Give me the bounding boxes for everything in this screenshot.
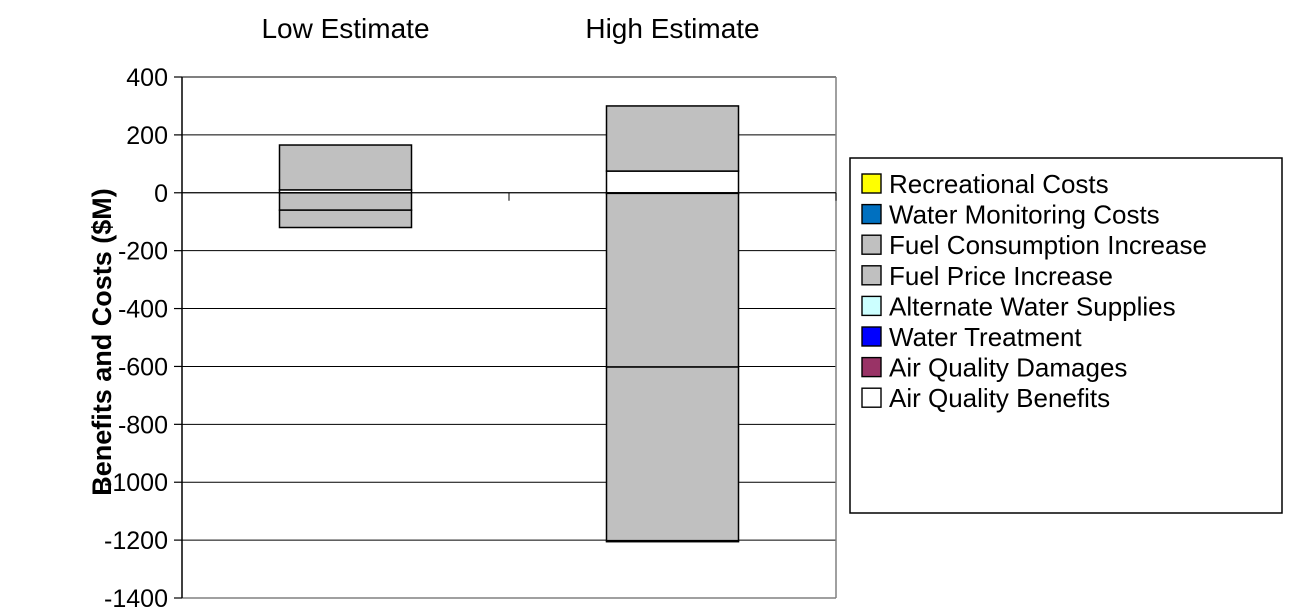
legend-swatch	[861, 326, 882, 347]
y-tick-label: -400	[118, 296, 168, 324]
legend-box	[849, 157, 1283, 514]
y-tick-label: 0	[154, 180, 168, 208]
bars	[278, 105, 740, 543]
y-tick-label: 400	[126, 64, 168, 92]
legend-swatch	[861, 203, 882, 225]
legend-swatch	[861, 387, 882, 408]
legend-label: Water Treatment	[889, 322, 1082, 352]
legend-swatch	[861, 295, 882, 317]
category-label: Low Estimate	[261, 13, 429, 44]
legend-label: Air Quality Damages	[889, 353, 1127, 383]
bar-segment	[605, 539, 740, 543]
y-tick-label: -1400	[104, 585, 168, 613]
category-label: High Estimate	[585, 13, 759, 44]
y-tick-label: 200	[126, 122, 168, 150]
y-tick-label: -1200	[104, 527, 168, 555]
bar-segment	[278, 209, 413, 229]
bar-segment	[605, 170, 740, 194]
legend-label: Fuel Consumption Increase	[889, 230, 1207, 260]
legend-swatch	[861, 265, 882, 286]
legend-swatch	[861, 234, 882, 255]
legend-label: Air Quality Benefits	[889, 383, 1110, 413]
y-tick-label: -1000	[104, 469, 168, 497]
legend-swatch	[861, 173, 882, 194]
bar-segment	[605, 192, 740, 368]
category-labels: Low Estimate High Estimate	[261, 13, 759, 44]
bar-segment	[278, 192, 413, 211]
bar-segment	[605, 105, 740, 172]
legend-swatch	[861, 356, 882, 378]
y-tick-label: -200	[118, 238, 168, 266]
y-axis-label: Benefits and Costs ($M)	[87, 188, 117, 496]
gridlines	[182, 76, 836, 541]
legend-label: Recreational Costs	[889, 169, 1109, 199]
legend-label: Fuel Price Increase	[889, 261, 1113, 291]
y-tick-label: -600	[118, 353, 168, 381]
bar-segment	[278, 144, 413, 191]
legend-label: Water Monitoring Costs	[889, 200, 1160, 230]
legend-label: Alternate Water Supplies	[889, 291, 1176, 321]
y-tick-labels: 400 200 0 -200 -400 -600 -800 -1000 -1200 -1400	[104, 64, 168, 613]
y-tick-label: -800	[118, 411, 168, 439]
bar-segment	[605, 366, 740, 542]
